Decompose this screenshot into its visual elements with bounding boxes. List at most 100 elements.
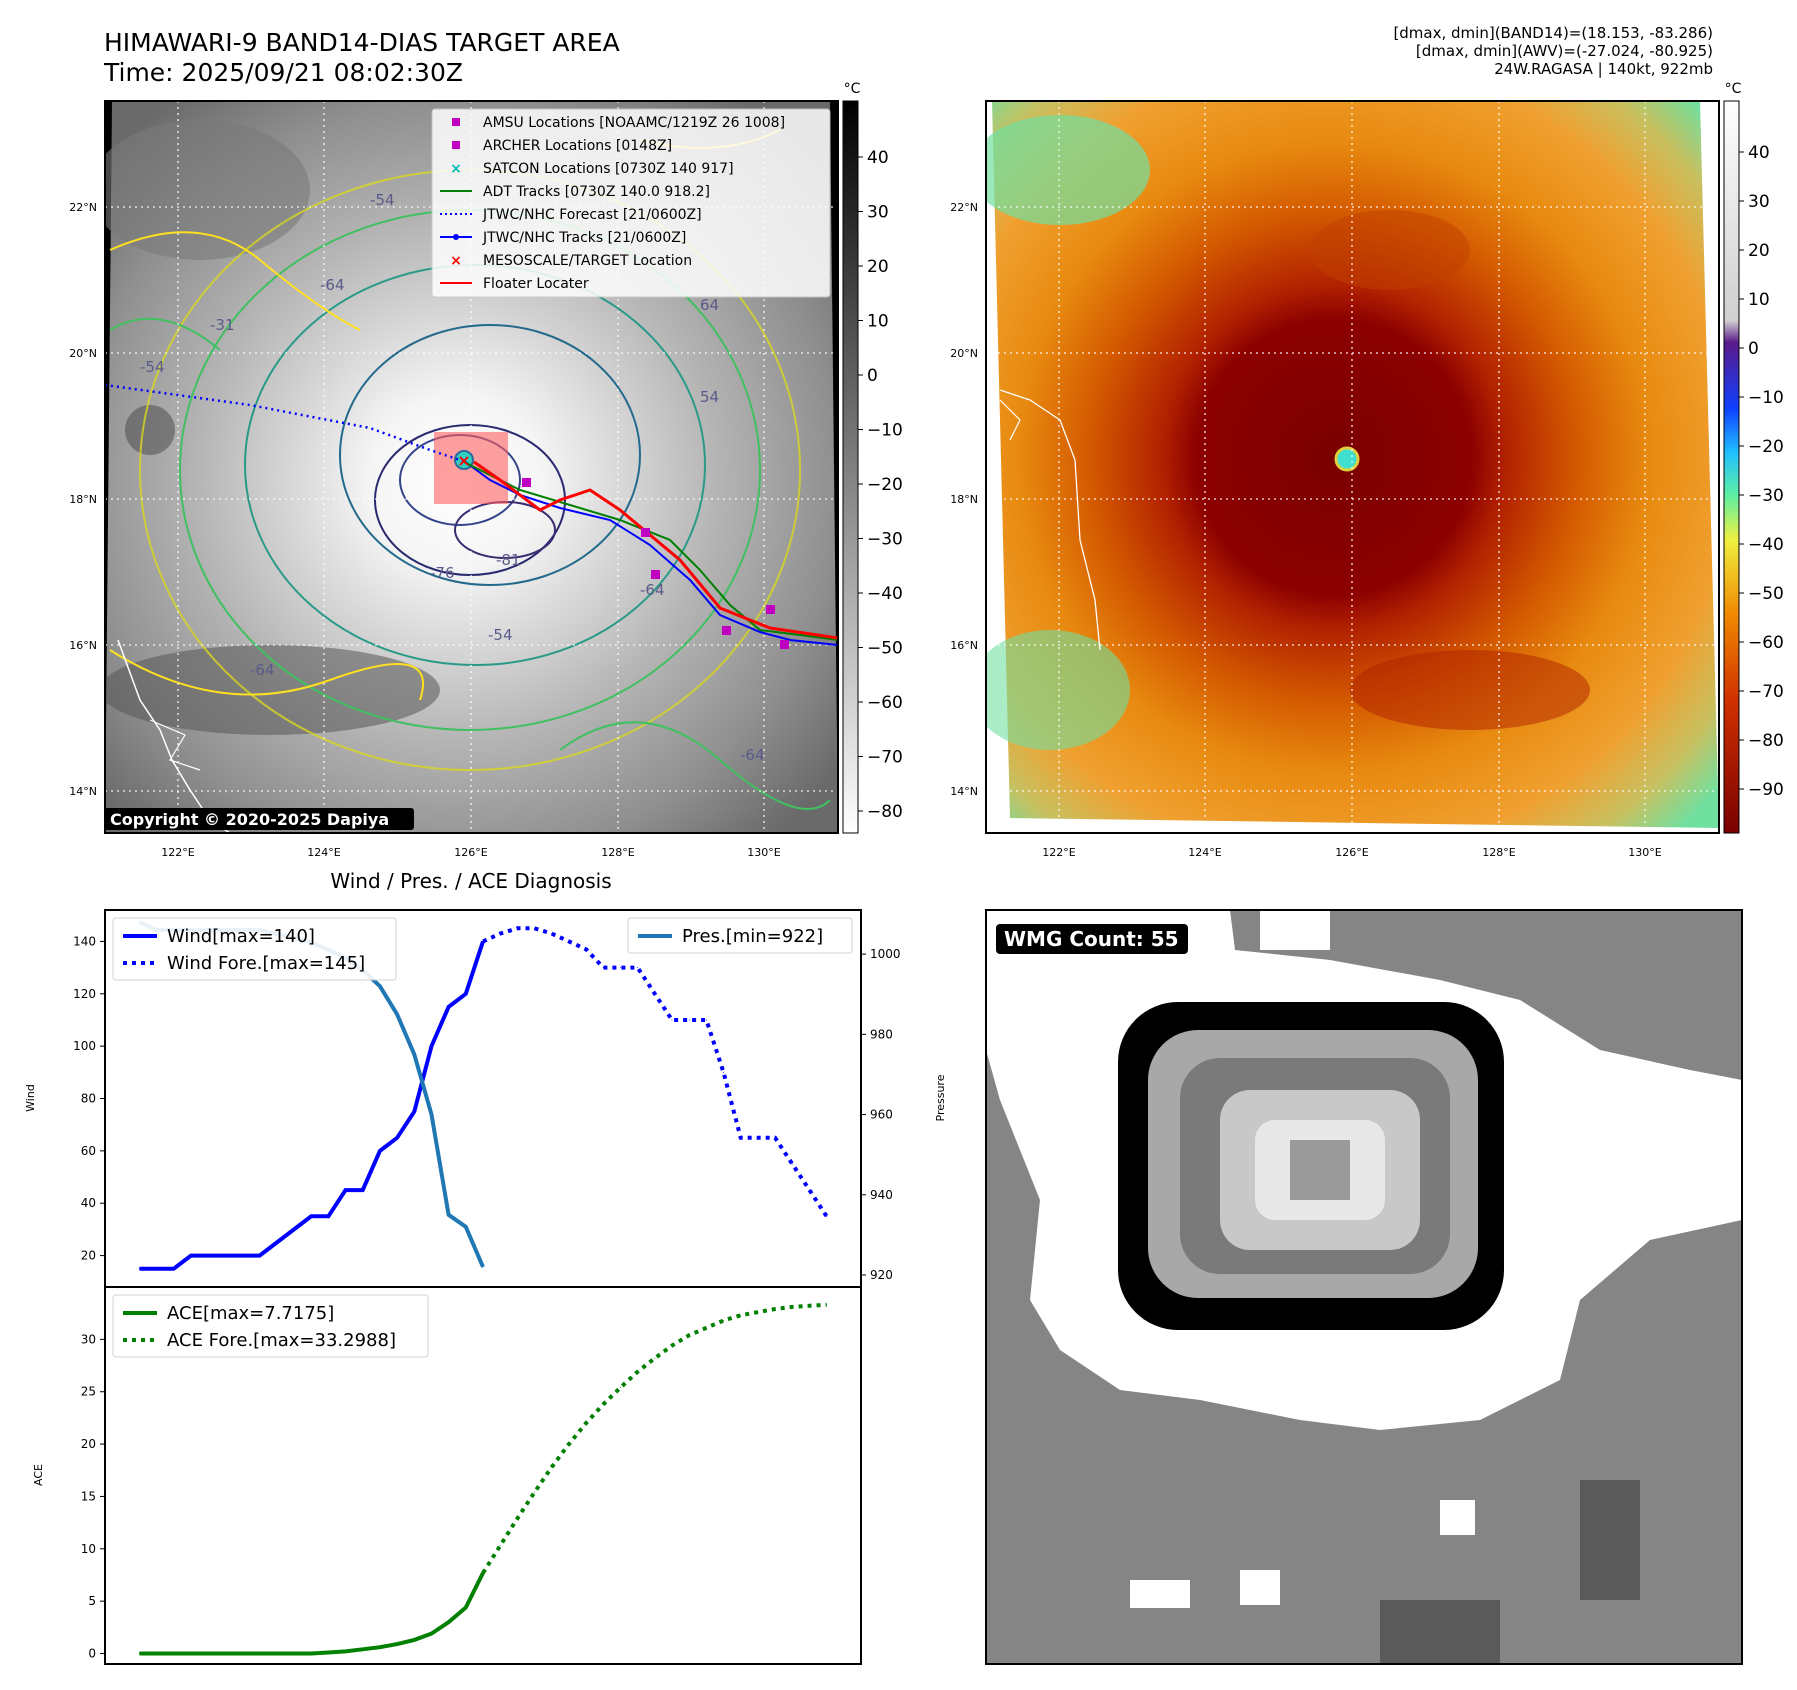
lat-label: 18°N bbox=[69, 493, 97, 506]
legend-label: Floater Locater bbox=[483, 276, 589, 292]
contour bbox=[374, 424, 566, 576]
colorbar-tick-label: −30 bbox=[867, 530, 903, 550]
y-right-tick-label: 980 bbox=[870, 1027, 893, 1041]
data-point bbox=[740, 1314, 742, 1316]
data-point bbox=[448, 1006, 450, 1008]
colorbar-tick-label: 10 bbox=[867, 312, 889, 332]
colorbar-tick-label: −40 bbox=[1748, 535, 1784, 555]
diag-title: Wind / Pres. / ACE Diagnosis bbox=[330, 869, 611, 893]
chart-time: Time: 2025/09/21 08:02:30Z bbox=[104, 58, 463, 87]
contour-label: -64 bbox=[250, 661, 275, 679]
lat-label: 14°N bbox=[950, 785, 978, 798]
colorbar-tick-label: 10 bbox=[1748, 290, 1770, 310]
data-point bbox=[671, 1019, 673, 1021]
legend-marker-square bbox=[452, 141, 460, 149]
colorbar-tick-label: 30 bbox=[1748, 192, 1770, 212]
data-point bbox=[637, 1371, 639, 1373]
y-tick-label: 10 bbox=[81, 1542, 96, 1556]
data-point bbox=[757, 1311, 759, 1313]
cloud-patch bbox=[105, 645, 440, 735]
left-colorbar-ticks: 40 30 20 10 0 −10 −20 −30 −40 −50 −60 −70 −80 bbox=[858, 148, 903, 822]
right-colorbar bbox=[1723, 100, 1740, 834]
contour-label: -81 bbox=[496, 551, 521, 569]
forecast-track bbox=[105, 383, 464, 463]
colorbar-tick-label: −70 bbox=[1748, 682, 1784, 702]
data-point bbox=[413, 1111, 415, 1113]
amsu-marker bbox=[651, 570, 660, 579]
lat-label: 16°N bbox=[69, 639, 97, 652]
data-point bbox=[619, 1387, 621, 1389]
lat-label: 18°N bbox=[950, 493, 978, 506]
data-point bbox=[482, 940, 484, 942]
data-point bbox=[190, 1255, 192, 1257]
y-tick-label: 20 bbox=[81, 1249, 96, 1263]
y-tick-label: 100 bbox=[73, 1039, 96, 1053]
data-point bbox=[808, 1305, 810, 1307]
data-point bbox=[499, 1545, 501, 1547]
chart-legend-label: Pres.[min=922] bbox=[682, 926, 823, 947]
data-point bbox=[791, 1306, 793, 1308]
lat-label: 14°N bbox=[69, 785, 97, 798]
data-point bbox=[259, 1255, 261, 1257]
legend-marker-dot bbox=[453, 234, 459, 240]
y-right-tick-label: 1000 bbox=[870, 947, 901, 961]
contour-label: -64 bbox=[320, 276, 345, 294]
left-colorbar bbox=[842, 100, 859, 834]
info-line-1: [dmax, dmin](BAND14)=(18.153, -83.286) bbox=[1393, 24, 1713, 42]
legend-marker-x: × bbox=[450, 161, 462, 177]
lon-label: 124°E bbox=[307, 846, 340, 859]
legend-marker-x: × bbox=[450, 253, 462, 269]
wmg-white-block bbox=[1240, 1570, 1280, 1605]
lon-label: 128°E bbox=[1482, 846, 1515, 859]
data-point bbox=[585, 948, 587, 950]
lon-label: 130°E bbox=[1628, 846, 1661, 859]
contour-label: -31 bbox=[210, 316, 235, 334]
colorbar-tick-label: −30 bbox=[1748, 486, 1784, 506]
jtwc-track bbox=[463, 460, 838, 646]
data-point bbox=[705, 1019, 707, 1021]
data-point bbox=[671, 1345, 673, 1347]
lon-label: 124°E bbox=[1188, 846, 1221, 859]
data-point bbox=[362, 1189, 364, 1191]
colorbar-tick-label: −50 bbox=[867, 639, 903, 659]
cold-band bbox=[1310, 210, 1470, 290]
data-point bbox=[534, 1491, 536, 1493]
data-point bbox=[156, 1653, 158, 1655]
amsu-marker bbox=[522, 478, 531, 487]
copyright-text: Copyright © 2020-2025 Dapiya bbox=[110, 810, 389, 829]
data-point bbox=[534, 927, 536, 929]
legend-label: SATCON Locations [0730Z 140 917] bbox=[483, 161, 734, 177]
wind-ylabel: Wind bbox=[24, 1084, 37, 1112]
data-point bbox=[568, 1443, 570, 1445]
data-point bbox=[568, 940, 570, 942]
wmg-dark-block bbox=[1580, 1480, 1640, 1600]
data-point bbox=[602, 1403, 604, 1405]
data-point bbox=[379, 985, 381, 987]
data-point bbox=[224, 1255, 226, 1257]
lat-label: 20°N bbox=[950, 347, 978, 360]
data-point bbox=[379, 1150, 381, 1152]
chart-legend-box bbox=[112, 917, 397, 981]
right-colorbar-ticks: 40 30 20 10 0 −10 −20 −30 −40 −50 −60 −70 −80 −90 bbox=[1739, 143, 1784, 800]
wmg-white-block bbox=[1440, 1500, 1475, 1535]
right-map-frame bbox=[985, 100, 1720, 834]
contour bbox=[109, 231, 361, 331]
chart-legend-label: Wind Fore.[max=145] bbox=[167, 953, 365, 974]
target-box bbox=[434, 432, 508, 504]
chart-legend-label: Wind[max=140] bbox=[167, 926, 315, 947]
contour-label: -54 bbox=[140, 358, 165, 376]
data-point bbox=[465, 1606, 467, 1608]
info-line-3: 24W.RAGASA | 140kt, 922mb bbox=[1494, 60, 1713, 78]
contour bbox=[339, 324, 641, 586]
contour-label: -54 bbox=[370, 191, 395, 209]
cloud-patch bbox=[105, 120, 310, 260]
data-point bbox=[293, 1653, 295, 1655]
colorbar-tick-label: −60 bbox=[867, 693, 903, 713]
colorbar-tick-label: −40 bbox=[867, 584, 903, 604]
right-colorbar-unit: °C bbox=[1725, 81, 1742, 97]
lat-label: 20°N bbox=[69, 347, 97, 360]
y-tick-label: 20 bbox=[81, 1437, 96, 1451]
data-point bbox=[465, 993, 467, 995]
colorbar-tick-label: −60 bbox=[1748, 633, 1784, 653]
